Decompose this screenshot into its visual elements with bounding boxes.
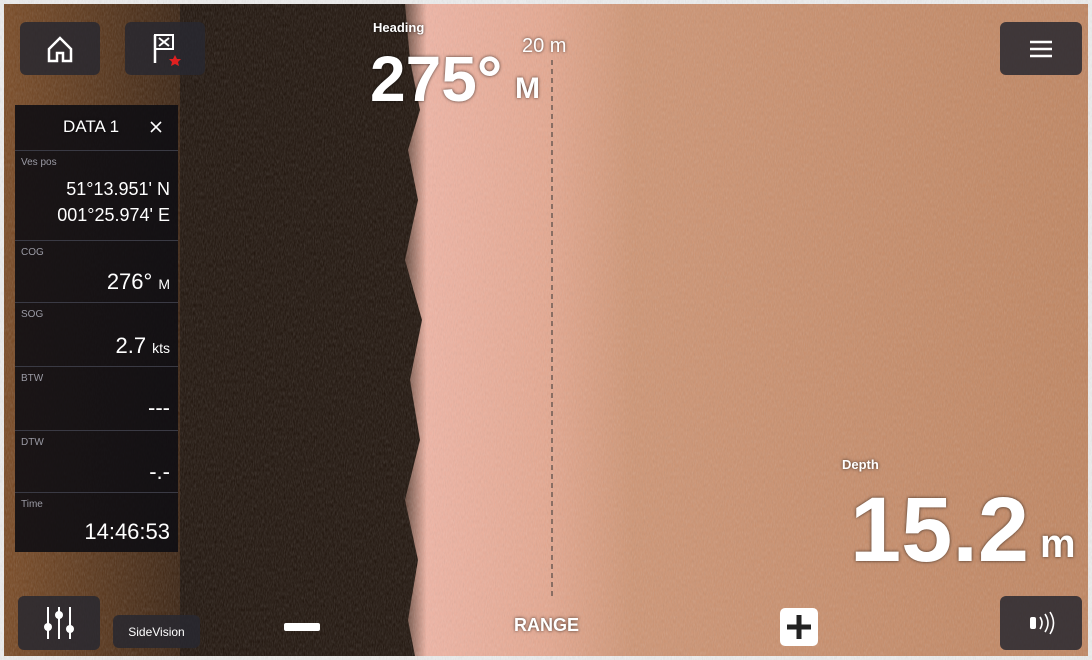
- row-label: COG: [21, 247, 44, 258]
- minus-icon: [284, 622, 320, 632]
- range-plus-button[interactable]: [777, 606, 821, 648]
- range-label: RANGE: [514, 615, 579, 636]
- row-unit: M: [158, 276, 170, 292]
- data-row: SOG 2.7 kts: [15, 302, 178, 367]
- plus-icon: [780, 608, 818, 646]
- settings-button[interactable]: [18, 596, 100, 650]
- depth-unit: m: [1040, 522, 1076, 567]
- row-label: Ves pos: [21, 157, 57, 168]
- panel-title: DATA 1: [63, 117, 119, 137]
- menu-icon: [1028, 38, 1054, 60]
- close-icon[interactable]: [149, 120, 163, 134]
- home-icon: [45, 34, 75, 64]
- sliders-icon: [41, 605, 77, 641]
- row-label: BTW: [21, 373, 43, 384]
- sonar-button[interactable]: [1000, 596, 1082, 650]
- row-value: 14:46:53: [84, 519, 170, 545]
- row-value: 001°25.974' E: [57, 205, 170, 226]
- row-label: SOG: [21, 309, 43, 320]
- heading-value: 275°: [370, 42, 502, 116]
- data-row: DTW -.-: [15, 430, 178, 493]
- row-unit: kts: [152, 340, 170, 356]
- data-panel: DATA 1 Ves pos 51°13.951' N 001°25.974' …: [15, 105, 178, 552]
- row-label: DTW: [21, 437, 44, 448]
- depth-value: 15.2: [850, 478, 1029, 583]
- heading-label: Heading: [373, 20, 424, 35]
- data-row: Time 14:46:53: [15, 492, 178, 553]
- waypoint-icon: [147, 31, 183, 67]
- menu-button[interactable]: [1000, 22, 1082, 75]
- mode-button[interactable]: SideVision: [113, 615, 200, 648]
- depth-label: Depth: [842, 457, 879, 472]
- range-value: 20 m: [522, 35, 566, 58]
- sonar-icon: [1024, 611, 1058, 635]
- row-value: 276°: [107, 269, 153, 294]
- data-row: Ves pos 51°13.951' N 001°25.974' E: [15, 150, 178, 241]
- row-value: 2.7: [116, 333, 147, 358]
- data-row: BTW ---: [15, 366, 178, 431]
- row-value: -.-: [149, 459, 170, 485]
- row-label: Time: [21, 499, 43, 510]
- row-value: ---: [148, 395, 170, 421]
- waypoint-button[interactable]: [125, 22, 205, 75]
- range-minus-button[interactable]: [280, 606, 324, 648]
- row-value: 51°13.951' N: [66, 179, 170, 200]
- home-button[interactable]: [20, 22, 100, 75]
- sonar-screen: Heading 275° M 20 m DATA 1 Ves pos 51°13…: [0, 0, 1092, 660]
- heading-unit: M: [515, 72, 540, 106]
- data-row: COG 276° M: [15, 240, 178, 303]
